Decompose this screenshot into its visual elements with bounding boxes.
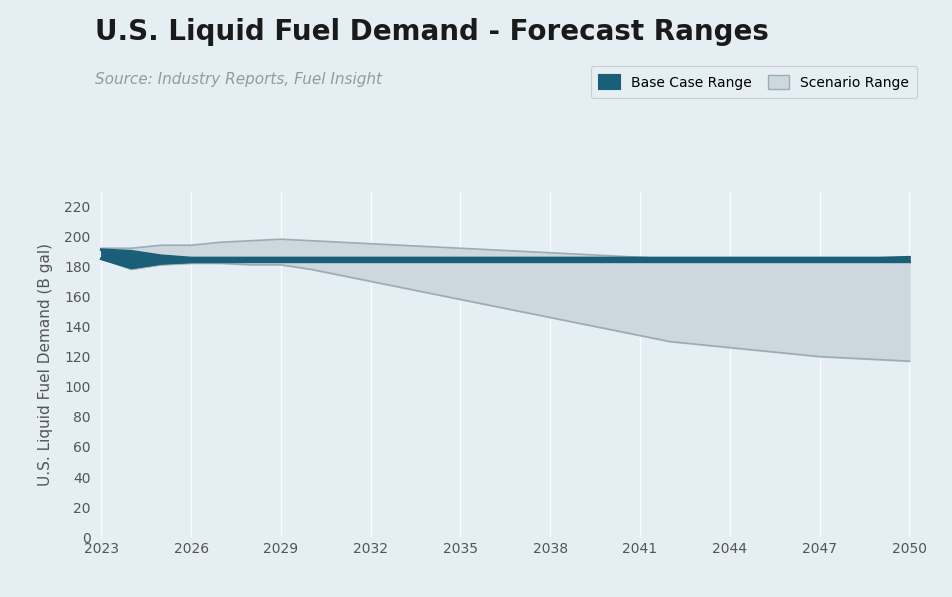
Text: Source: Industry Reports, Fuel Insight: Source: Industry Reports, Fuel Insight [95,72,382,87]
Legend: Base Case Range, Scenario Range: Base Case Range, Scenario Range [590,66,917,98]
Text: U.S. Liquid Fuel Demand - Forecast Ranges: U.S. Liquid Fuel Demand - Forecast Range… [95,18,768,46]
Y-axis label: U.S. Liquid Fuel Demand (B gal): U.S. Liquid Fuel Demand (B gal) [38,242,52,486]
